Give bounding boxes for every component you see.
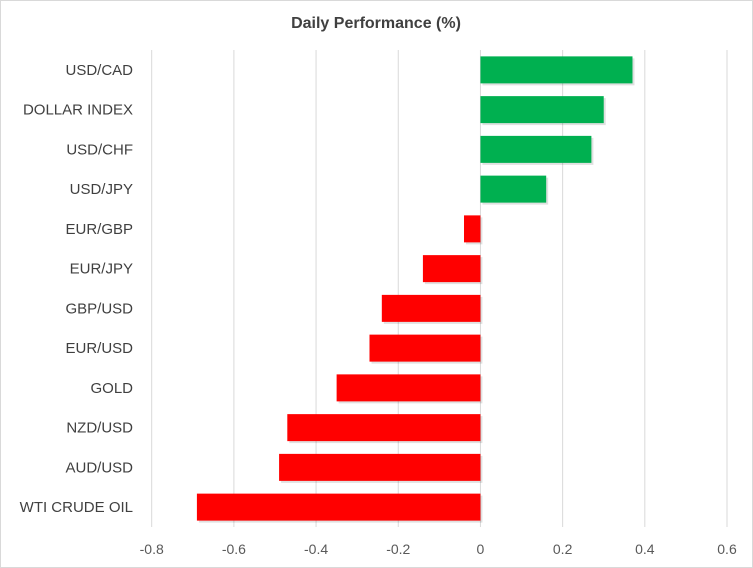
category-label: USD/JPY — [70, 181, 133, 198]
bar-aud-usd — [279, 453, 481, 481]
bar-eur-jpy — [422, 255, 481, 283]
category-label: DOLLAR INDEX — [23, 102, 133, 119]
category-label: EUR/JPY — [70, 261, 133, 278]
x-tick-label: 0.2 — [553, 541, 573, 557]
category-label: NZD/USD — [66, 420, 133, 437]
category-label: USD/CAD — [65, 62, 133, 79]
category-label: EUR/GBP — [65, 221, 133, 238]
gridlines — [151, 50, 728, 527]
x-tick-label: 0 — [477, 541, 485, 557]
chart-title: Daily Performance (%) — [291, 15, 461, 32]
x-tick-label: 0.6 — [717, 541, 737, 557]
category-label: AUD/USD — [65, 459, 133, 476]
bar-eur-usd — [369, 334, 481, 362]
bar-usd-jpy — [480, 175, 547, 203]
x-tick-labels: -0.8 -0.6 -0.4 -0.2 0 0.2 0.4 0.6 — [140, 541, 737, 557]
bar-gold — [336, 374, 481, 402]
category-label: EUR/USD — [65, 340, 133, 357]
category-label: GBP/USD — [65, 300, 133, 317]
x-tick-label: -0.2 — [386, 541, 410, 557]
x-tick-label: -0.4 — [304, 541, 328, 557]
bar-usd-chf — [480, 135, 592, 163]
category-labels: USD/CAD DOLLAR INDEX USD/CHF USD/JPY EUR/GBP… — [20, 62, 134, 516]
category-label: WTI CRUDE OIL — [20, 499, 133, 516]
x-tick-label: -0.8 — [140, 541, 164, 557]
bar-wti-crude-oil — [196, 493, 481, 521]
bar-dollar-index — [480, 96, 604, 124]
x-tick-label: -0.6 — [222, 541, 246, 557]
category-label: USD/CHF — [66, 141, 133, 158]
bar-usd-cad — [480, 56, 633, 84]
bars — [196, 56, 635, 523]
bar-gbp-usd — [381, 294, 481, 322]
bar-eur-gbp — [464, 215, 481, 243]
bar-nzd-usd — [287, 414, 481, 442]
x-tick-label: 0.4 — [635, 541, 655, 557]
category-label: GOLD — [90, 380, 133, 397]
